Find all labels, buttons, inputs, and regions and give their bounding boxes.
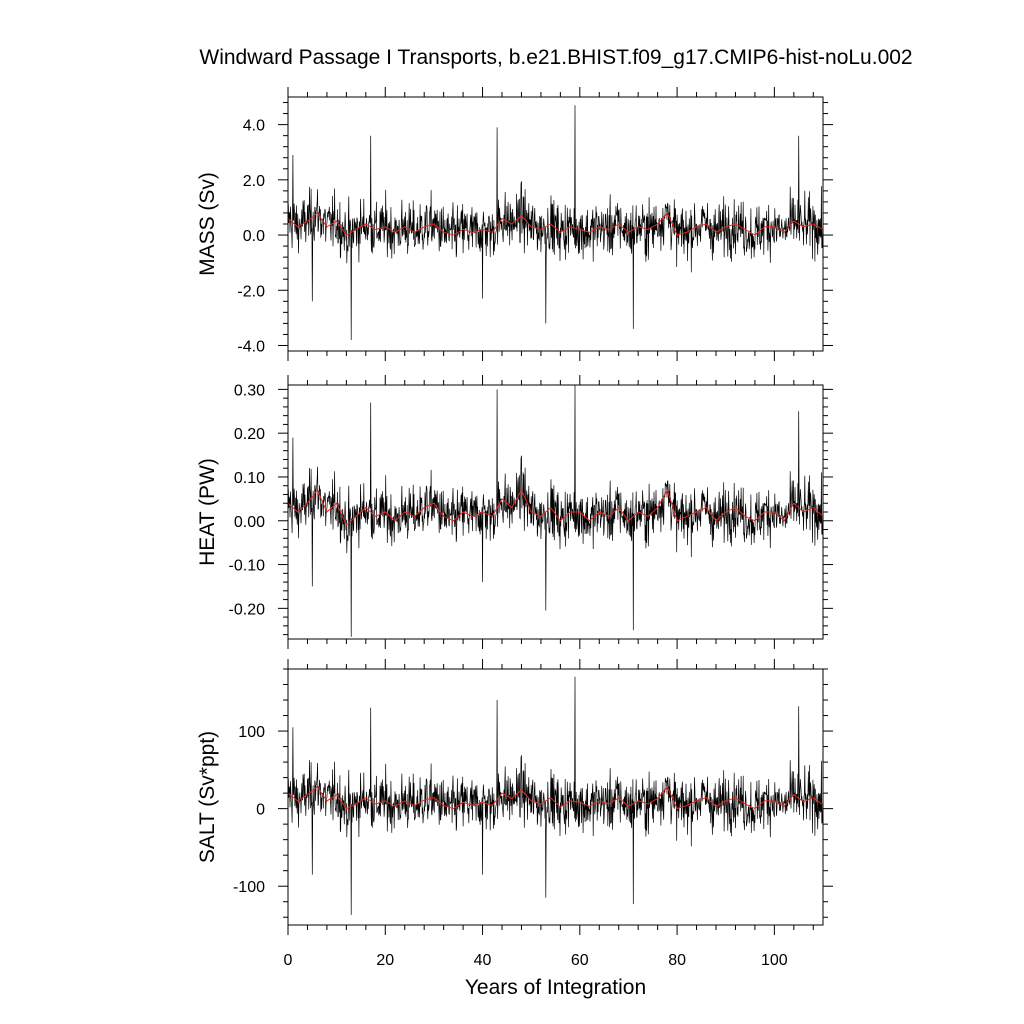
smoothed-series-line [287, 212, 824, 236]
x-tick-label: 0 [284, 952, 293, 969]
y-axis-title: HEAT (PW) [196, 458, 219, 566]
y-tick-label: 100 [238, 724, 265, 741]
y-tick-label: 2.0 [243, 173, 265, 190]
plot-frame [287, 668, 824, 926]
x-axis-title: Years of Integration [464, 976, 647, 999]
x-tick-label: 80 [668, 952, 686, 969]
y-axis-title: SALT (Sv*ppt) [196, 731, 219, 863]
y-tick-label: 0.20 [234, 426, 265, 443]
y-tick-label: 0.0 [243, 228, 265, 245]
x-tick-label: 20 [376, 952, 394, 969]
y-tick-label: -100 [233, 879, 265, 896]
raw-series-line [287, 105, 824, 341]
y-tick-label: -4.0 [237, 338, 265, 355]
chart-title: Windward Passage I Transports, b.e21.BHI… [199, 46, 913, 69]
y-tick-label: 0.10 [234, 470, 265, 487]
y-tick-label: 0.00 [234, 514, 265, 531]
raw-series-line [287, 676, 824, 915]
y-tick-label: 4.0 [243, 118, 265, 135]
x-tick-label: 60 [571, 952, 589, 969]
y-tick-label: 0 [256, 802, 265, 819]
panel-mass: -4.0 -2.0 0.0 2.0 4.0 MASS (Sv) [196, 87, 833, 361]
panel-heat: -0.20 -0.10 0.00 0.10 0.20 0.30 HEAT (PW) [196, 375, 833, 649]
y-tick-label: -0.10 [229, 558, 266, 575]
y-axis-title: MASS (Sv) [196, 172, 219, 276]
y-tick-label: 0.30 [234, 382, 265, 399]
y-tick-label: -0.20 [229, 601, 266, 618]
smoothed-series-line [287, 785, 824, 810]
raw-series-line [287, 384, 824, 637]
x-tick-label: 40 [474, 952, 492, 969]
x-tick-label: 100 [761, 952, 788, 969]
y-tick-label: -2.0 [237, 283, 265, 300]
panel-salt: -100 0 100 0 20 40 60 80 100 SALT (Sv*ppt) [196, 659, 833, 969]
smoothed-series-line [287, 488, 824, 526]
